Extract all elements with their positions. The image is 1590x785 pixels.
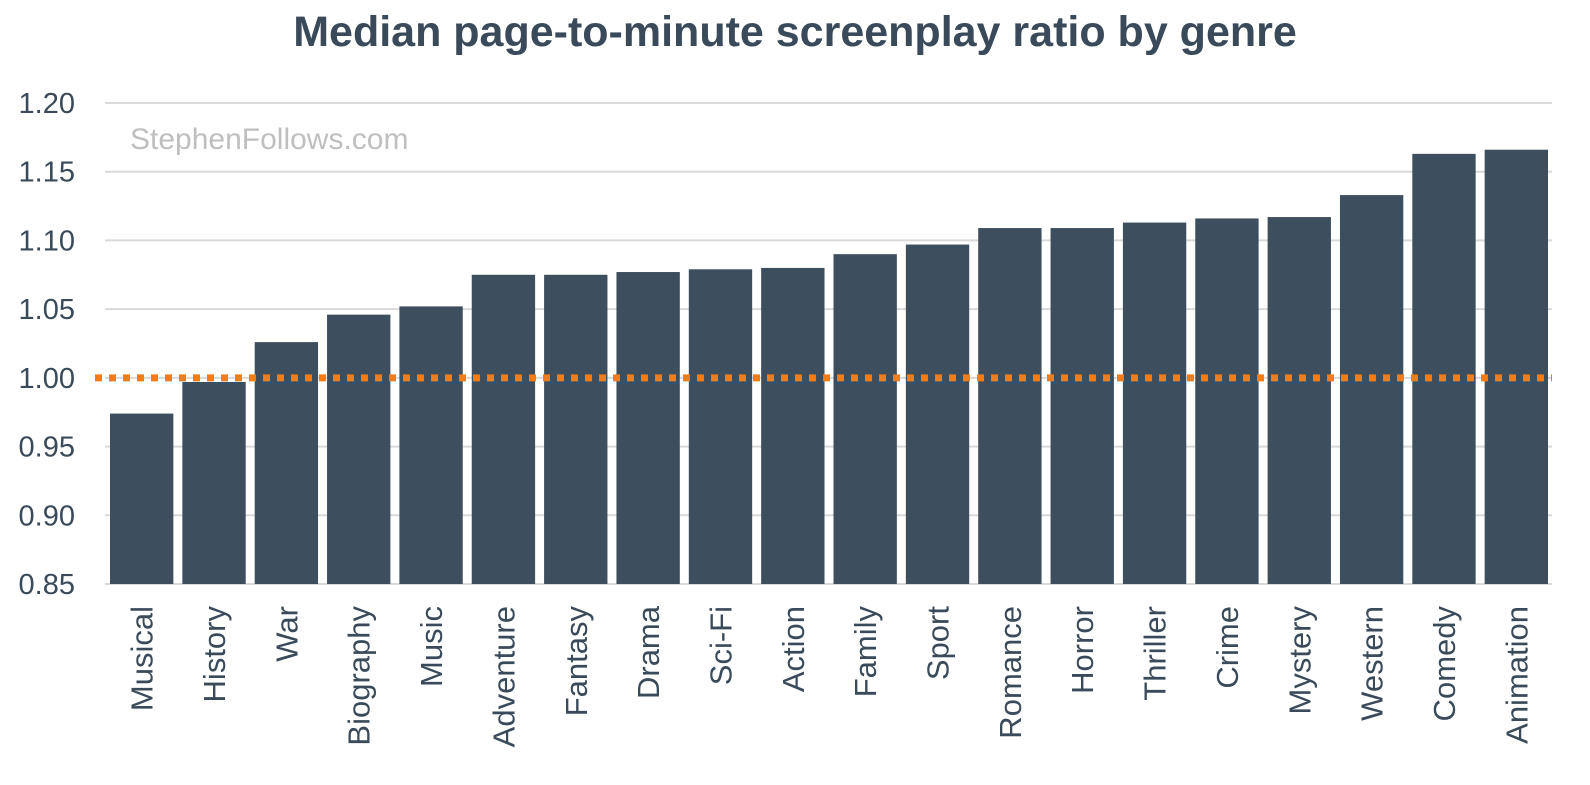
x-tick-label: Adventure — [486, 606, 521, 747]
x-tick-label: History — [197, 606, 232, 703]
x-tick-label: Fantasy — [559, 606, 594, 717]
bar-history — [182, 381, 246, 584]
x-tick-label: Animation — [1499, 606, 1534, 744]
bar-comedy — [1412, 153, 1476, 584]
bar-mystery — [1267, 217, 1331, 584]
x-tick-label: Drama — [631, 605, 666, 699]
x-axis-labels: Musical History War Biography Music Adventure… — [125, 605, 1535, 747]
y-tick-label: 0.85 — [19, 569, 75, 601]
bar-romance — [978, 228, 1042, 584]
x-tick-label: Comedy — [1427, 606, 1462, 722]
bar-family — [833, 254, 897, 584]
bar-fantasy — [544, 274, 608, 584]
x-tick-label: Sport — [921, 606, 956, 680]
x-tick-label: Sci-Fi — [703, 606, 738, 685]
bar-sci-fi — [688, 269, 753, 584]
bar-musical — [110, 413, 174, 584]
bar-animation — [1484, 149, 1548, 584]
y-tick-label: 1.15 — [19, 157, 75, 189]
x-tick-label: War — [269, 606, 304, 662]
chart-title: Median page-to-minute screenplay ratio b… — [293, 8, 1297, 56]
bar-music — [399, 306, 463, 584]
y-tick-label: 0.95 — [19, 432, 75, 464]
grid-lines — [105, 102, 1552, 585]
x-tick-label: Action — [776, 606, 811, 692]
x-tick-label: Thriller — [1138, 606, 1173, 701]
bar-war — [254, 342, 319, 584]
bar-drama — [616, 272, 680, 584]
x-tick-label: Crime — [1210, 606, 1245, 689]
bar-thriller — [1122, 222, 1187, 584]
x-tick-label: Western — [1355, 606, 1390, 721]
y-tick-label: 1.10 — [19, 225, 75, 257]
bar-action — [761, 267, 825, 584]
bar-adventure — [471, 274, 536, 584]
x-tick-label: Mystery — [1282, 606, 1317, 715]
y-tick-label: 0.90 — [19, 500, 75, 532]
bar-western — [1339, 195, 1404, 584]
y-axis-ticks: 0.85 0.90 0.95 1.00 1.05 1.10 1.15 1.20 — [19, 88, 75, 601]
x-tick-label: Horror — [1065, 606, 1100, 694]
watermark: StephenFollows.com — [130, 123, 408, 156]
y-tick-label: 1.00 — [19, 363, 75, 395]
y-tick-label: 1.20 — [19, 88, 75, 120]
x-tick-label: Biography — [342, 606, 377, 746]
y-tick-label: 1.05 — [19, 294, 75, 326]
bar-biography — [327, 314, 391, 584]
x-tick-label: Family — [848, 606, 883, 698]
bars — [110, 149, 1548, 584]
x-tick-label: Music — [414, 606, 449, 687]
x-tick-label: Musical — [125, 606, 160, 711]
bar-sport — [905, 244, 970, 584]
bar-crime — [1195, 218, 1259, 584]
bar-horror — [1050, 228, 1114, 584]
x-tick-label: Romance — [993, 606, 1028, 739]
